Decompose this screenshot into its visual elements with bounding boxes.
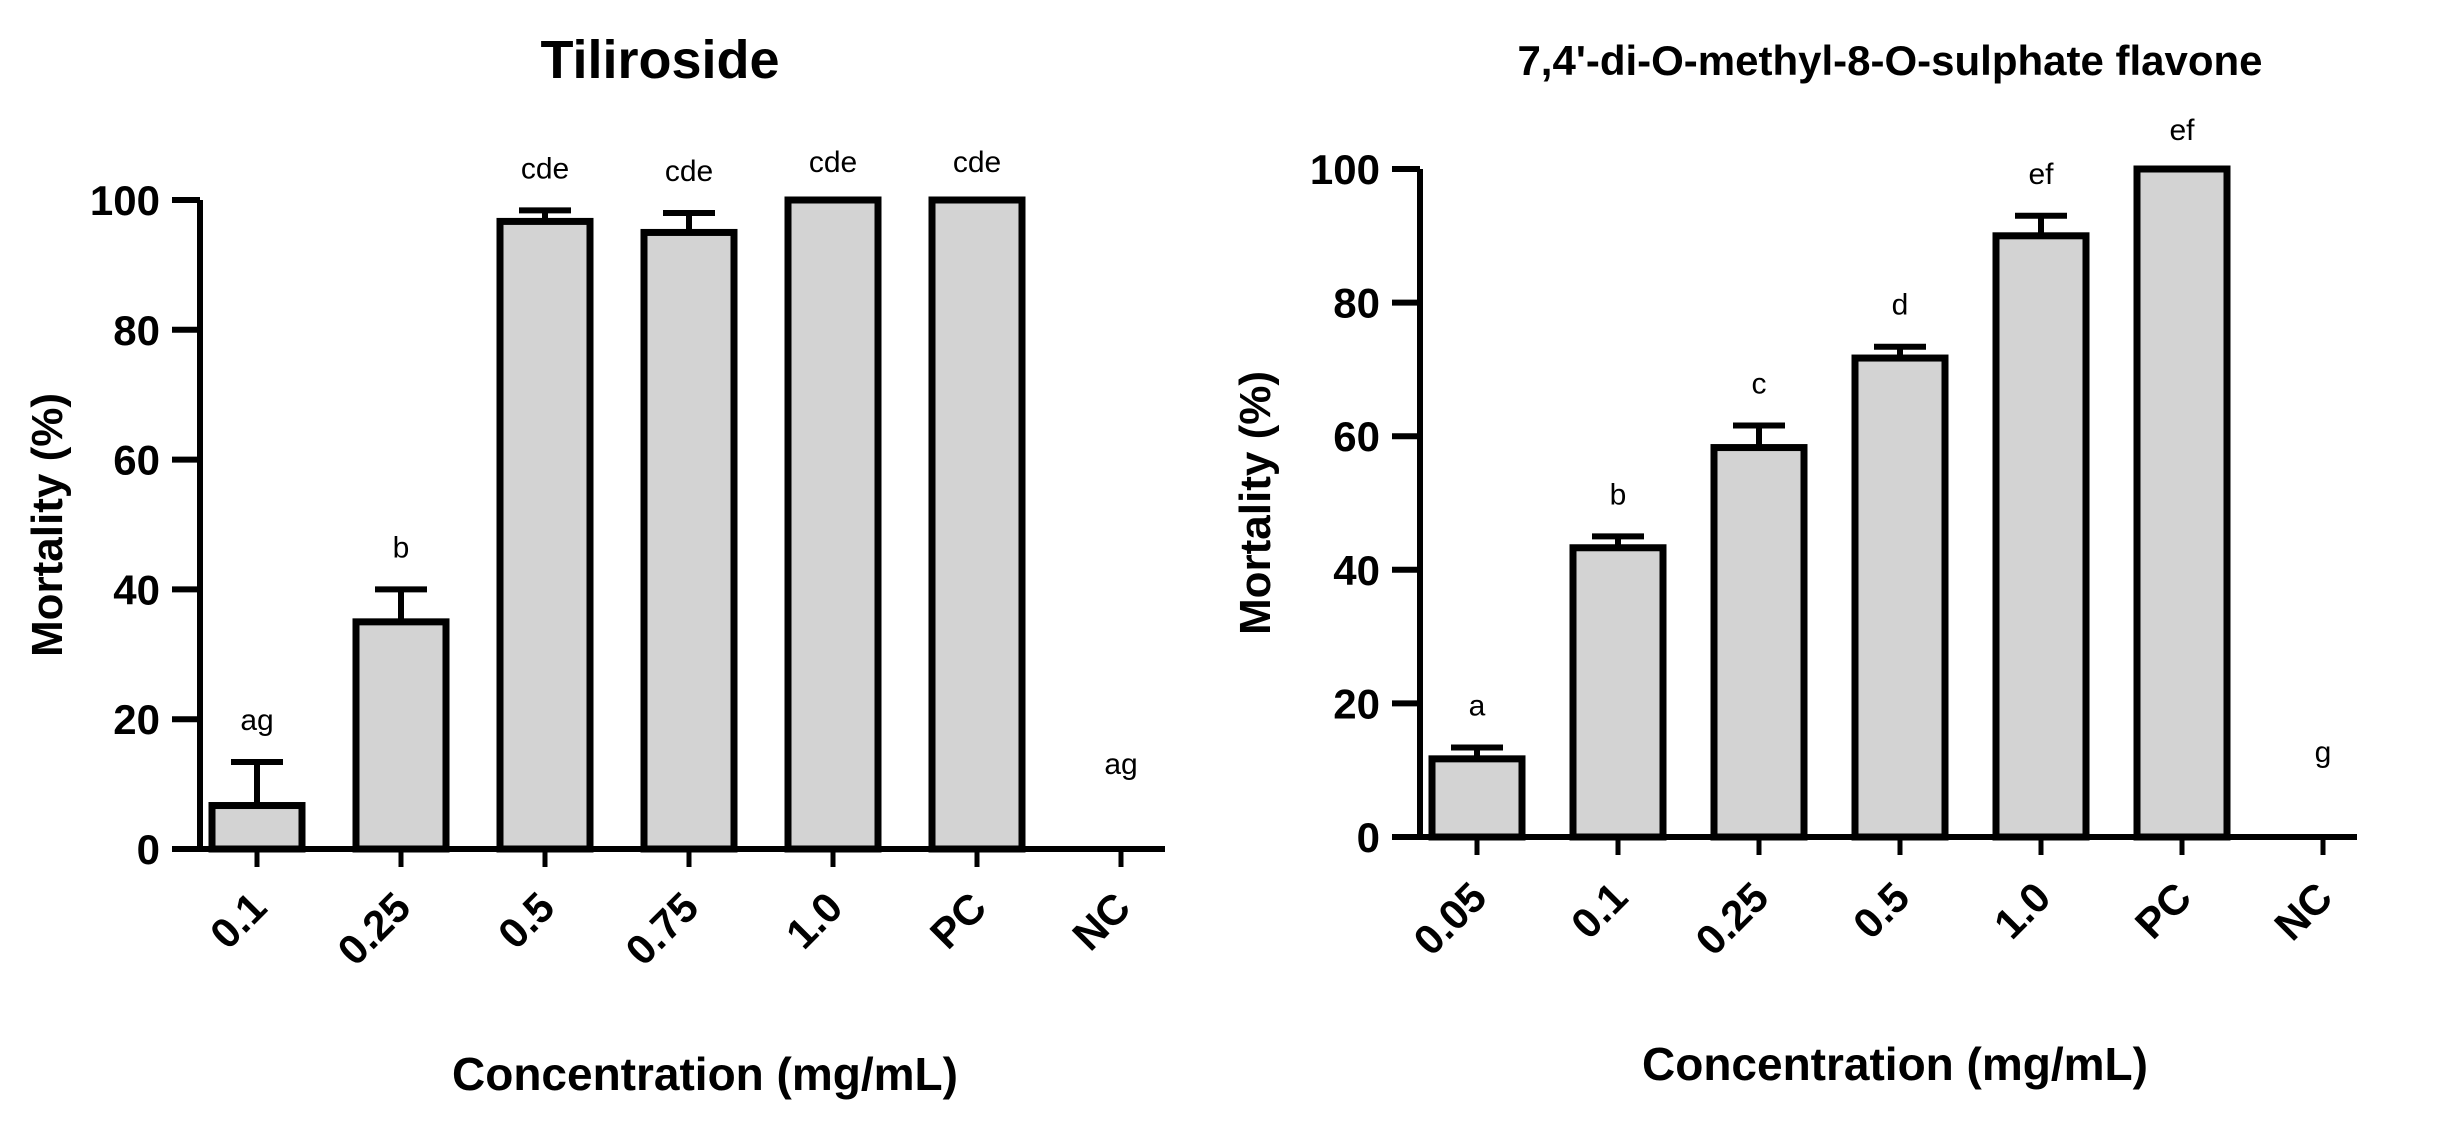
bar-0.5 (496, 217, 594, 853)
significance-label: d (1892, 289, 1909, 322)
y-tick-label: 60 (113, 437, 160, 484)
y-tick-label: 100 (1310, 146, 1380, 193)
significance-label: cde (665, 155, 713, 188)
significance-label: g (2315, 736, 2332, 769)
bar-0.1 (208, 802, 306, 853)
x-tick-label: 0.1 (201, 883, 276, 958)
significance-label: ag (1104, 748, 1137, 781)
significance-label: b (1610, 478, 1627, 511)
bar-0.05 (1428, 755, 1526, 841)
significance-label: ef (2028, 158, 2054, 191)
bar-PC (2133, 165, 2231, 841)
x-tick-label: 0.05 (1404, 873, 1495, 964)
x-tick-label: NC (2265, 873, 2341, 949)
bar-1.0 (784, 196, 882, 853)
bar-PC (928, 196, 1026, 853)
significance-label: cde (953, 146, 1001, 179)
bar-0.1 (1569, 544, 1667, 841)
x-tick-label: 0.5 (489, 883, 564, 958)
x-tick-label: NC (1063, 883, 1139, 959)
y-tick-label: 100 (90, 177, 160, 224)
x-tick-label: PC (2126, 873, 2201, 948)
y-tick-label: 80 (113, 307, 160, 354)
y-tick-label: 40 (1333, 547, 1380, 594)
significance-label: b (393, 531, 410, 564)
chart-title: Tiliroside (540, 30, 779, 90)
bar-1.0 (1992, 232, 2090, 841)
significance-label: cde (521, 152, 569, 185)
significance-label: a (1469, 689, 1486, 722)
y-tick-label: 20 (113, 696, 160, 743)
bar-0.75 (640, 228, 738, 853)
x-tick-label: PC (921, 883, 996, 958)
chart-tiliroside: Tiliroside 0 20 40 60 80 100 Mortality (%) Conce… (23, 30, 1165, 1100)
y-tick-label: 80 (1333, 280, 1380, 327)
x-tick-label: 0.1 (1562, 873, 1637, 948)
chart-title: 7,4'-di-O-methyl-8-O-sulphate flavone (1517, 37, 2262, 84)
significance-label: cde (809, 146, 857, 179)
y-tick-label: 40 (113, 566, 160, 613)
bar-0.25 (1710, 444, 1808, 841)
y-tick-label: 60 (1333, 413, 1380, 460)
significance-label: c (1752, 368, 1767, 401)
x-tick-label: 0.25 (1686, 873, 1777, 964)
bar-0.5 (1851, 354, 1949, 841)
significance-label: ag (240, 704, 273, 737)
y-tick-label: 0 (137, 826, 160, 873)
x-axis-label: Concentration (mg/mL) (1642, 1038, 2148, 1090)
x-tick-label: 1.0 (1985, 873, 2060, 948)
chart-flavone: 7,4'-di-O-methyl-8-O-sulphate flavone 0 20… (1231, 37, 2357, 1090)
x-tick-label: 0.25 (328, 883, 419, 974)
x-tick-label: 0.75 (616, 883, 707, 974)
y-tick-label: 0 (1357, 814, 1380, 861)
significance-label: ef (2169, 114, 2195, 147)
y-axis-label: Mortality (%) (23, 393, 72, 657)
y-axis-label: Mortality (%) (1231, 371, 1280, 635)
x-axis-label: Concentration (mg/mL) (452, 1048, 958, 1100)
x-tick-label: 1.0 (777, 883, 852, 958)
y-tick-label: 20 (1333, 680, 1380, 727)
x-tick-label: 0.5 (1844, 873, 1919, 948)
bar-0.25 (352, 618, 450, 853)
